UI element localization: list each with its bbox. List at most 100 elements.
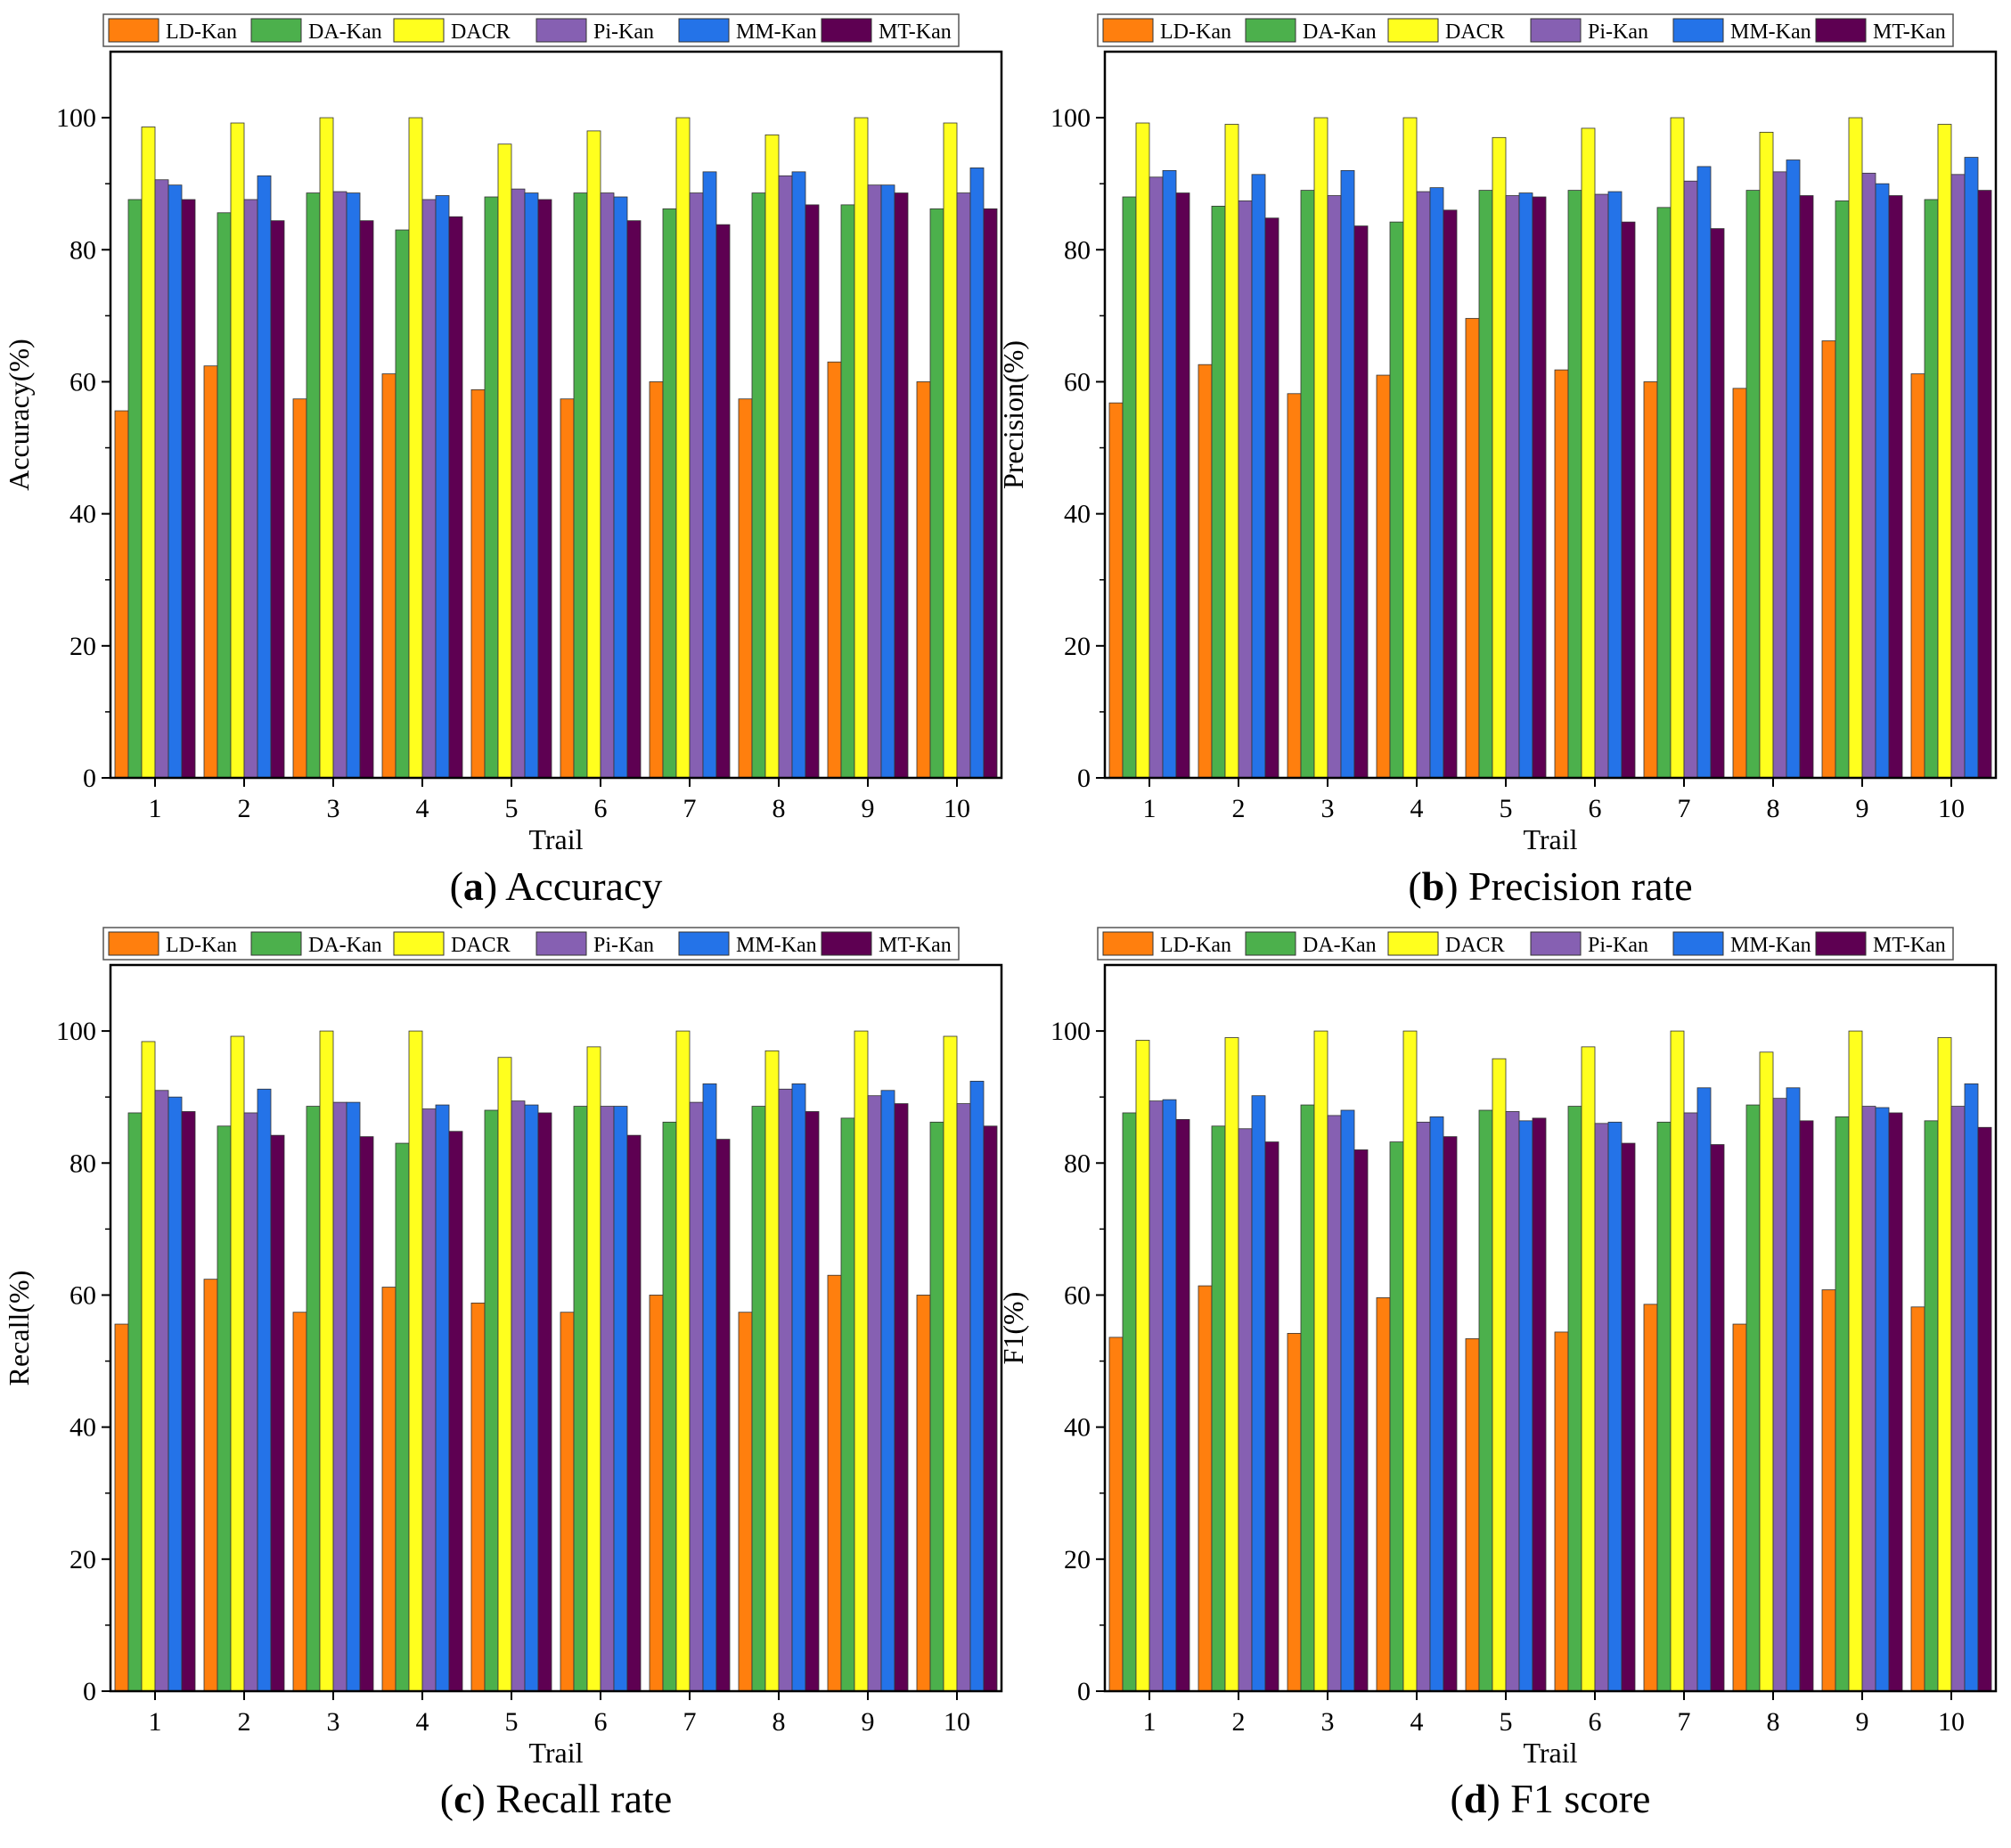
y-axis-title: Recall(%) (3, 1271, 35, 1386)
bar-dacr-trail-10 (943, 122, 958, 779)
y-tick-label: 100 (56, 1017, 96, 1046)
x-tick-label: 3 (1321, 1707, 1335, 1737)
x-tick-label: 5 (1500, 1707, 1513, 1737)
panel-caption: (c) Recall rate (440, 1776, 673, 1821)
x-tick-label: 1 (149, 794, 162, 823)
bar-dacr-trail-9 (1848, 1030, 1863, 1692)
bar-dacr-trail-9 (1848, 117, 1863, 779)
panel-caption: (b) Precision rate (1408, 863, 1692, 909)
bar-pi-kan-trail-8 (1772, 1098, 1787, 1692)
bar-mm-kan-trail-9 (1875, 1107, 1890, 1692)
bar-mt-kan-trail-10 (1977, 190, 1992, 779)
bar-dacr-trail-3 (1313, 1030, 1328, 1692)
bar-mt-kan-trail-5 (537, 199, 552, 779)
x-tick-label: 9 (1856, 794, 1869, 823)
bar-mt-kan-trail-9 (1888, 195, 1903, 779)
x-tick-label: 4 (416, 1707, 429, 1737)
plot-frame (1103, 963, 1998, 1693)
legend: LD-Kan DA-Kan DACR Pi-Kan MM-Kan MT-Kan (1097, 927, 1954, 961)
bar-pi-kan-trail-3 (332, 191, 347, 779)
bar-dacr-trail-4 (408, 1030, 423, 1692)
x-tick-label: 9 (862, 794, 875, 823)
y-tick-label: 60 (69, 1280, 96, 1310)
bar-mt-kan-trail-4 (1443, 1136, 1458, 1692)
bar-mt-kan-trail-1 (1175, 1118, 1190, 1692)
bar-pi-kan-trail-5 (511, 188, 526, 779)
bar-ld-kan-trail-9 (827, 1274, 842, 1692)
bar-pi-kan-trail-6 (1594, 1123, 1609, 1692)
bar-mm-kan-trail-5 (1518, 1120, 1533, 1692)
bar-mt-kan-trail-9 (894, 1103, 909, 1692)
x-tick-label: 2 (238, 794, 251, 823)
y-tick-label: 80 (1064, 235, 1091, 265)
x-tick-label: 4 (1410, 794, 1424, 823)
bar-dacr-trail-9 (854, 1030, 869, 1692)
legend-swatch-dacr (393, 18, 445, 43)
legend-label-dacr: DACR (1445, 20, 1505, 44)
plot-frame (1103, 50, 1998, 780)
bar-dacr-trail-5 (1492, 1058, 1507, 1692)
bar-pi-kan-trail-3 (1327, 195, 1342, 779)
legend-swatch-pi-kan (535, 18, 587, 43)
legend-label-mm-kan: MM-Kan (736, 934, 817, 957)
bar-ld-kan-trail-5 (470, 1302, 486, 1692)
bar-dacr-trail-5 (497, 1057, 512, 1692)
bar-mm-kan-trail-5 (524, 1104, 539, 1692)
bar-ld-kan-trail-10 (916, 1295, 931, 1692)
bar-mm-kan-trail-3 (346, 192, 361, 779)
bar-mt-kan-trail-2 (1264, 217, 1279, 779)
chart-panel-c: 0 20 40 60 80 100 1 2 3 4 5 6 7 8 9 10 Trail Recall(%) LD-… (3, 927, 1003, 1821)
legend-swatch-dacr (1387, 931, 1439, 956)
x-axis-title: Trail (528, 823, 583, 855)
bar-ld-kan-trail-1 (1108, 1337, 1124, 1692)
bar-mm-kan-trail-3 (1340, 1109, 1355, 1692)
bar-mt-kan-trail-8 (805, 204, 820, 779)
bar-mt-kan-trail-4 (448, 1131, 463, 1692)
bar-da-kan-trail-8 (751, 1106, 766, 1692)
legend-swatch-pi-kan (1530, 931, 1582, 956)
bar-da-kan-trail-9 (1835, 1116, 1850, 1692)
legend-swatch-mm-kan (1672, 931, 1724, 956)
bar-pi-kan-trail-9 (867, 1095, 882, 1692)
bar-pi-kan-trail-9 (867, 184, 882, 779)
bar-mt-kan-trail-10 (1977, 1126, 1992, 1692)
bar-dacr-trail-4 (1402, 117, 1418, 779)
x-tick-label: 1 (1143, 1707, 1157, 1737)
chart-panel-a: 0 20 40 60 80 100 1 2 3 4 5 6 7 8 9 10 Trail Accuracy(%) L… (3, 13, 1003, 909)
bar-mm-kan-trail-4 (435, 195, 450, 779)
x-tick-label: 3 (327, 1707, 340, 1737)
x-tick-label: 6 (1589, 1707, 1602, 1737)
bar-dacr-trail-2 (1224, 124, 1239, 779)
legend: LD-Kan DA-Kan DACR Pi-Kan MM-Kan MT-Kan (102, 13, 960, 47)
bar-mm-kan-trail-4 (435, 1104, 450, 1692)
bar-da-kan-trail-2 (217, 212, 232, 779)
bar-mm-kan-trail-2 (1251, 174, 1266, 779)
bar-ld-kan-trail-1 (114, 410, 129, 779)
bar-mm-kan-trail-7 (702, 1083, 717, 1692)
bar-da-kan-trail-6 (1567, 190, 1582, 779)
y-tick-label: 60 (69, 367, 96, 397)
bar-da-kan-trail-1 (127, 1112, 143, 1692)
legend-label-ld-kan: LD-Kan (1160, 934, 1231, 957)
bar-mt-kan-trail-5 (537, 1112, 552, 1692)
bar-pi-kan-trail-2 (1238, 1128, 1253, 1692)
bar-dacr-trail-7 (675, 1030, 691, 1692)
legend-label-pi-kan: Pi-Kan (593, 934, 654, 957)
legend-label-ld-kan: LD-Kan (166, 20, 237, 44)
bar-pi-kan-trail-1 (154, 179, 169, 779)
legend-label-mt-kan: MT-Kan (879, 934, 952, 957)
bar-pi-kan-trail-1 (1149, 1100, 1164, 1692)
bar-pi-kan-trail-3 (1327, 1115, 1342, 1692)
x-tick-label: 8 (1767, 794, 1780, 823)
bar-ld-kan-trail-3 (1287, 393, 1302, 779)
bar-ld-kan-trail-7 (649, 381, 664, 779)
legend-label-da-kan: DA-Kan (308, 20, 382, 44)
bar-da-kan-trail-4 (1389, 1141, 1404, 1692)
bar-pi-kan-trail-10 (956, 1103, 971, 1692)
bar-mt-kan-trail-6 (1621, 1142, 1636, 1692)
bar-pi-kan-trail-1 (154, 1090, 169, 1692)
bar-pi-kan-trail-4 (1416, 191, 1431, 779)
y-tick-label: 40 (69, 500, 96, 529)
bar-pi-kan-trail-10 (956, 192, 971, 779)
bar-dacr-trail-1 (1135, 122, 1150, 779)
